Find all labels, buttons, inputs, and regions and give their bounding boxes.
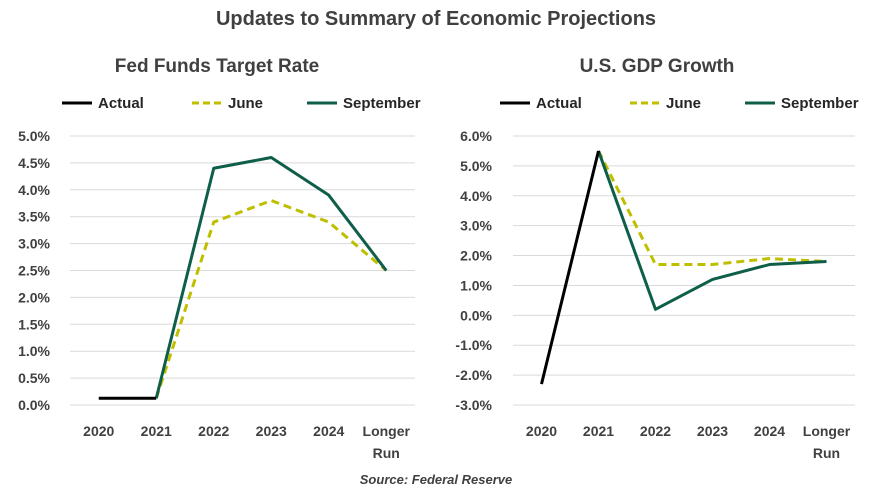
y-tick-label: 2.0% (18, 289, 50, 305)
x-tick-label: 2020 (83, 423, 114, 439)
chart-2: U.S. GDP Growth -3.0% -2.0% -1.0% 0.0% 1.0% 2.… (455, 56, 858, 461)
x-tick-label: 2021 (141, 423, 172, 439)
legend-label: June (228, 95, 263, 112)
series-line-actual (540, 150, 600, 385)
series-line-june (597, 150, 827, 267)
legend-label: Actual (536, 95, 582, 112)
y-tick-label: 2.5% (18, 263, 50, 279)
y-tick-label: 1.0% (18, 343, 50, 359)
y-tick-label: 6.0% (460, 128, 492, 144)
y-tick-label: 2.0% (460, 248, 492, 264)
y-tick-label: 3.5% (18, 209, 50, 225)
x-tick-label: 2022 (640, 423, 671, 439)
legend-label: September (343, 95, 421, 112)
y-tick-label: 4.5% (18, 155, 50, 171)
series-line-june (154, 199, 388, 399)
y-tick-label: 5.0% (18, 128, 50, 144)
x-tick-label: Longer (363, 423, 411, 439)
legend-label: June (666, 95, 701, 112)
y-tick-label: 5.0% (460, 158, 492, 174)
chart-1: Fed Funds Target Rate 0.0% 0.5% 1.0% 1.5% 2.0… (18, 56, 421, 461)
y-tick-label: -3.0% (455, 397, 492, 413)
source-note: Source: Federal Reserve (359, 472, 513, 487)
x-tick-label: 2024 (754, 423, 785, 439)
legend-label: Actual (98, 95, 144, 112)
y-tick-label: 4.0% (460, 188, 492, 204)
x-tick-label: 2021 (583, 423, 614, 439)
y-tick-label: 0.5% (18, 370, 50, 386)
series-line-september (597, 150, 827, 311)
x-tick-label: 2024 (313, 423, 344, 439)
y-tick-label: -2.0% (455, 367, 492, 383)
chart-title: U.S. GDP Growth (580, 56, 735, 77)
y-tick-label: 3.0% (460, 218, 492, 234)
y-tick-label: 3.0% (18, 236, 50, 252)
y-tick-label: 4.0% (18, 182, 50, 198)
series-line-september (154, 156, 388, 399)
y-tick-label: 0.0% (18, 397, 50, 413)
x-tick-label: Run (373, 445, 400, 461)
x-tick-label: Run (813, 445, 840, 461)
x-tick-label: 2023 (697, 423, 728, 439)
legend-label: September (781, 95, 859, 112)
page-title: Updates to Summary of Economic Projectio… (215, 8, 657, 30)
x-tick-label: 2022 (198, 423, 229, 439)
y-tick-label: -1.0% (455, 337, 492, 353)
y-tick-label: 1.5% (18, 316, 50, 332)
y-tick-label: 0.0% (460, 307, 492, 323)
x-tick-label: 2020 (526, 423, 557, 439)
chart-title: Fed Funds Target Rate (115, 56, 319, 77)
x-tick-label: Longer (803, 423, 851, 439)
x-tick-label: 2023 (256, 423, 287, 439)
y-tick-label: 1.0% (460, 277, 492, 293)
